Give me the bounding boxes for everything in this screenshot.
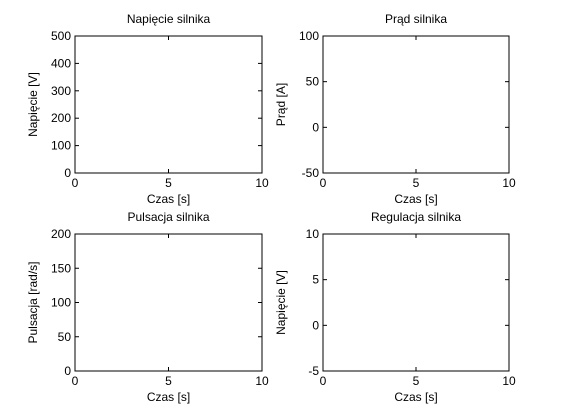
y-tick-label: 5 [312,273,319,287]
y-tick-label: 0 [64,166,71,180]
axes-frame [74,233,263,372]
x-tick-label: 10 [255,374,269,388]
x-tick-label: 10 [502,176,516,190]
y-tick-label: 0 [312,318,319,332]
x-tick-label: 0 [72,374,79,388]
x-tick-label: 0 [320,176,327,190]
y-tick-label: 200 [51,227,71,241]
y-axis-label: Napięcie [V] [274,270,288,335]
y-tick-label: 10 [306,227,320,241]
y-tick-label: 0 [312,120,319,134]
y-tick-label: 200 [51,111,71,125]
x-tick-label: 5 [165,374,172,388]
axes-frame [74,35,263,174]
y-tick-label: 400 [51,56,71,70]
chart-title: Prąd silnika [385,12,447,26]
y-tick-label: 100 [299,29,319,43]
chart-title: Regulacja silnika [371,210,461,224]
x-axis-label: Czas [s] [394,192,437,206]
y-tick-label: 50 [306,75,320,89]
x-tick-label: 5 [413,176,420,190]
y-tick-label: 500 [51,29,71,43]
x-axis-label: Czas [s] [147,192,190,206]
axes-frame [322,233,510,372]
y-tick-label: 50 [58,330,72,344]
x-axis-label: Czas [s] [147,390,190,404]
y-tick-label: -5 [308,364,319,378]
chart-title: Napięcie silnika [127,12,211,26]
x-tick-label: 10 [502,374,516,388]
x-tick-label: 5 [413,374,420,388]
y-axis-label: Prąd [A] [274,83,288,126]
x-axis-label: Czas [s] [394,390,437,404]
x-tick-label: 0 [72,176,79,190]
y-axis-label: Napięcie [V] [26,72,40,137]
y-tick-label: 150 [51,261,71,275]
y-tick-label: 100 [51,296,71,310]
y-tick-label: 100 [51,139,71,153]
y-axis-label: Pulsacja [rad/s] [26,261,40,343]
x-tick-label: 0 [320,374,327,388]
y-tick-label: -50 [302,166,320,180]
axes-frame [322,35,510,174]
y-tick-label: 0 [64,364,71,378]
chart-title: Pulsacja silnika [127,210,209,224]
x-tick-label: 5 [165,176,172,190]
y-tick-label: 300 [51,84,71,98]
x-tick-label: 10 [255,176,269,190]
